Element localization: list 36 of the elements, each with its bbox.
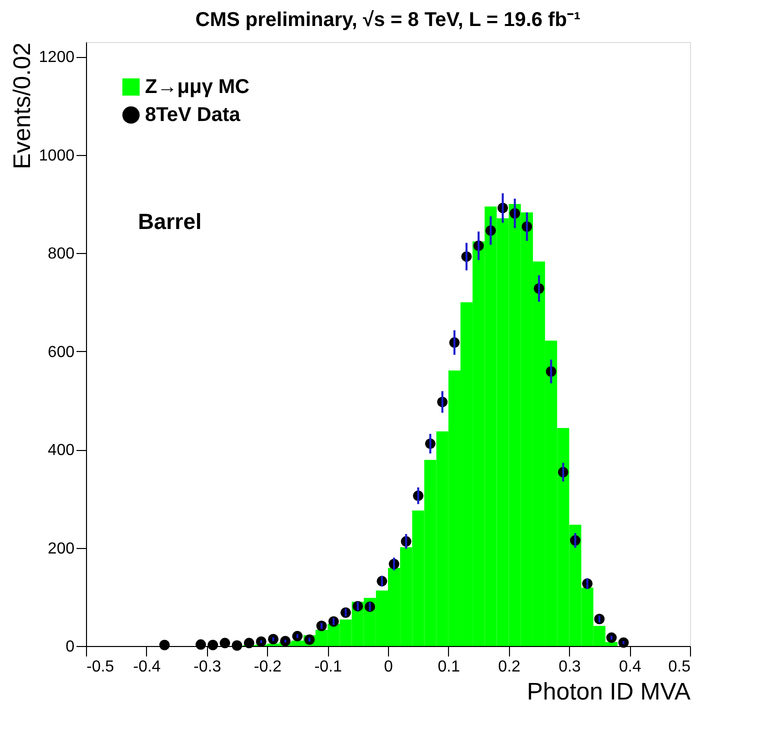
point bbox=[220, 638, 230, 648]
x-tick-label: -0.2 bbox=[254, 658, 282, 676]
x-tick-label: -0.4 bbox=[133, 658, 161, 676]
point bbox=[244, 638, 254, 648]
x-tick-label: 0.5 bbox=[668, 658, 691, 676]
annotation: Barrel bbox=[138, 209, 202, 234]
x-tick-label: -0.1 bbox=[314, 658, 342, 676]
chart-title: CMS preliminary, √s = 8 TeV, L = 19.6 fb⁻¹ bbox=[195, 9, 581, 31]
point bbox=[232, 640, 242, 651]
point bbox=[208, 640, 218, 650]
x-tick-label: 0.4 bbox=[618, 658, 642, 676]
x-tick-label: 0.1 bbox=[438, 658, 460, 676]
y-tick-label: 800 bbox=[48, 246, 75, 263]
y-tick-label: 0 bbox=[66, 638, 75, 656]
point bbox=[196, 639, 206, 650]
x-tick-label: 0.2 bbox=[498, 658, 521, 676]
y-tick-label: 1000 bbox=[38, 147, 75, 164]
y-tick-label: 600 bbox=[48, 344, 75, 361]
point bbox=[268, 634, 278, 644]
point bbox=[292, 630, 303, 642]
legend-label: Z→μμγ MC bbox=[145, 76, 250, 98]
point bbox=[618, 637, 629, 648]
x-tick-label: -0.5 bbox=[86, 658, 114, 676]
point bbox=[280, 636, 291, 646]
x-tick-label: 0 bbox=[384, 658, 394, 676]
y-axis-title: Events/0.02 bbox=[8, 42, 36, 170]
x-tick-label: -0.3 bbox=[194, 658, 222, 676]
legend-label: 8TeV Data bbox=[145, 104, 242, 126]
point bbox=[159, 640, 170, 650]
point bbox=[606, 632, 617, 643]
y-tick-label: 400 bbox=[48, 442, 75, 460]
x-tick-label: 0.3 bbox=[558, 658, 581, 676]
point bbox=[256, 636, 266, 647]
x-axis-title: Photon ID MVA bbox=[526, 678, 690, 706]
y-tick-label: 200 bbox=[48, 540, 75, 558]
y-tick-label: 1200 bbox=[38, 49, 75, 66]
